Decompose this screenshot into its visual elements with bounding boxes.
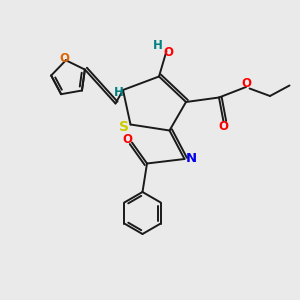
Text: O: O [218,119,229,133]
Text: O: O [59,52,69,65]
Text: O: O [122,133,133,146]
Text: O: O [241,77,251,90]
Text: O: O [163,46,173,59]
Text: H: H [153,39,163,52]
Text: H: H [114,85,123,99]
Text: S: S [119,120,129,134]
Text: N: N [185,152,197,166]
